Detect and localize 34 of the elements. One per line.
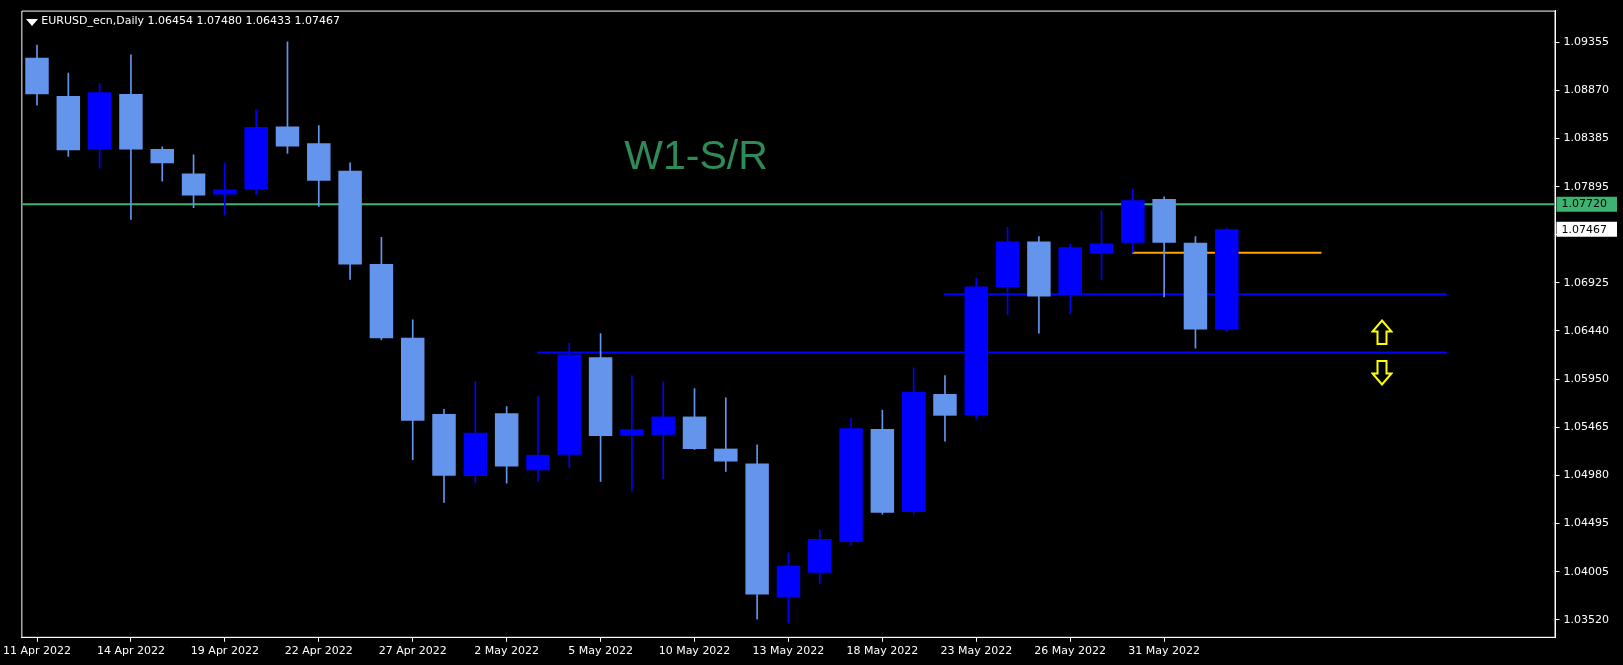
y-tick-label: 1.03520 — [1563, 612, 1610, 626]
y-tick-label: 1.04005 — [1563, 564, 1610, 578]
x-tick-label: 31 May 2022 — [1128, 644, 1201, 658]
candlestick — [213, 162, 237, 216]
x-tick-label: 19 Apr 2022 — [190, 644, 259, 658]
text: 1.07467 — [1561, 222, 1608, 236]
ref-line-label: 1.07720 — [1561, 197, 1608, 211]
y-tick-label: 1.09355 — [1563, 35, 1610, 49]
chart-title: EURUSD_ecn,Daily 1.06454 1.07480 1.06433 1.07467 — [41, 14, 341, 28]
x-tick-label: 22 Apr 2022 — [284, 644, 353, 658]
y-tick-label: 1.04980 — [1563, 468, 1610, 482]
candlestick — [714, 397, 738, 472]
y-tick-label: 1.05465 — [1563, 420, 1610, 434]
x-tick-label: 23 May 2022 — [940, 644, 1013, 658]
x-tick-label: 26 May 2022 — [1034, 644, 1107, 658]
x-tick-label: 27 Apr 2022 — [378, 644, 447, 658]
candlestick — [620, 375, 644, 492]
x-tick-label: 11 Apr 2022 — [3, 644, 72, 658]
annotation: W1-S/R — [624, 131, 768, 178]
y-tick-label: 1.04495 — [1563, 516, 1610, 530]
y-tick-label: 1.06925 — [1563, 275, 1610, 289]
y-tick-label: 1.06440 — [1563, 323, 1610, 337]
x-tick-label: 13 May 2022 — [752, 644, 825, 658]
y-tick-label: 1.07895 — [1563, 179, 1610, 193]
candlestick — [526, 396, 550, 482]
x-tick-label: 10 May 2022 — [658, 644, 731, 658]
candlestick — [651, 381, 675, 479]
x-tick-label: 2 May 2022 — [474, 644, 540, 658]
x-tick-label: 14 Apr 2022 — [96, 644, 165, 658]
y-tick-label: 1.08385 — [1563, 131, 1610, 145]
x-tick-label: 5 May 2022 — [568, 644, 633, 658]
x-tick-label: 18 May 2022 — [846, 644, 919, 658]
y-tick-label: 1.08870 — [1563, 83, 1610, 97]
y-tick-label: 1.05950 — [1563, 372, 1610, 386]
